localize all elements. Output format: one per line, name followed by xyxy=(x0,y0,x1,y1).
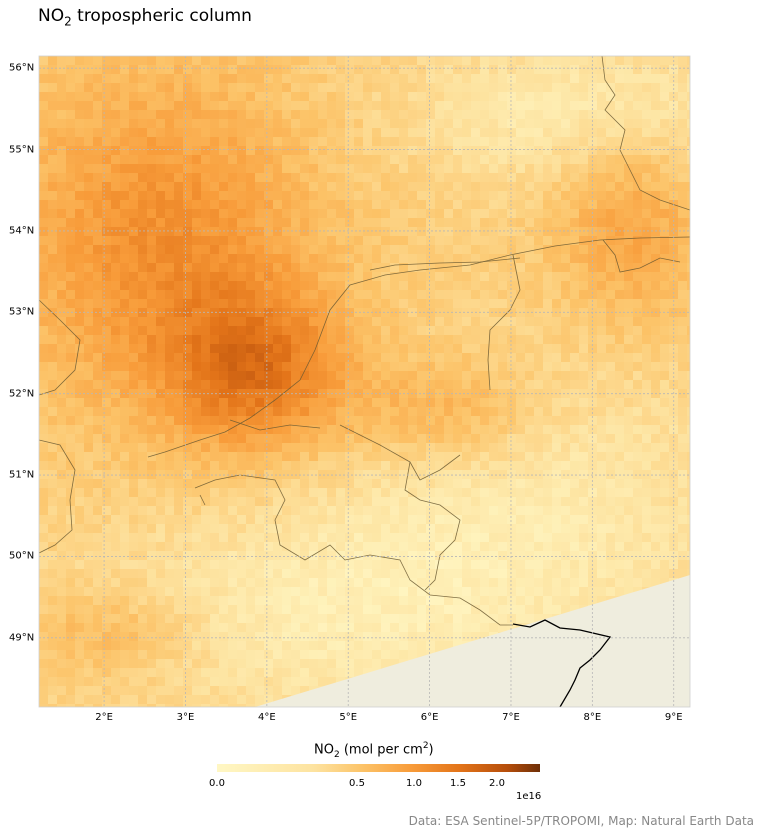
colorbar-tick-label: 0.5 xyxy=(349,778,365,789)
x-tick-label: 2°E xyxy=(95,712,113,723)
colorbar xyxy=(217,764,540,772)
y-tick-label: 50°N xyxy=(9,551,34,562)
y-tick-label: 56°N xyxy=(9,63,34,74)
x-tick-label: 5°E xyxy=(339,712,357,723)
x-tick-label: 7°E xyxy=(502,712,520,723)
colorbar-tick-label: 1.5 xyxy=(450,778,466,789)
colorbar-tick-label: 0.0 xyxy=(209,778,225,789)
y-tick-label: 49°N xyxy=(9,632,34,643)
y-tick-label: 51°N xyxy=(9,470,34,481)
colorbar-tick-label: 2.0 xyxy=(489,778,505,789)
colorbar-exponent: 1e16 xyxy=(516,791,541,802)
x-tick-label: 9°E xyxy=(665,712,683,723)
x-tick-label: 6°E xyxy=(421,712,439,723)
colorbar-tick-label: 1.0 xyxy=(406,778,422,789)
colorbar-label: NO2 (mol per cm2) xyxy=(314,741,434,760)
x-tick-label: 3°E xyxy=(177,712,195,723)
y-tick-label: 53°N xyxy=(9,307,34,318)
x-tick-label: 8°E xyxy=(584,712,602,723)
y-tick-label: 52°N xyxy=(9,388,34,399)
data-credit: Data: ESA Sentinel-5P/TROPOMI, Map: Natu… xyxy=(409,814,754,828)
y-tick-label: 55°N xyxy=(9,144,34,155)
x-tick-label: 4°E xyxy=(258,712,276,723)
y-tick-label: 54°N xyxy=(9,225,34,236)
